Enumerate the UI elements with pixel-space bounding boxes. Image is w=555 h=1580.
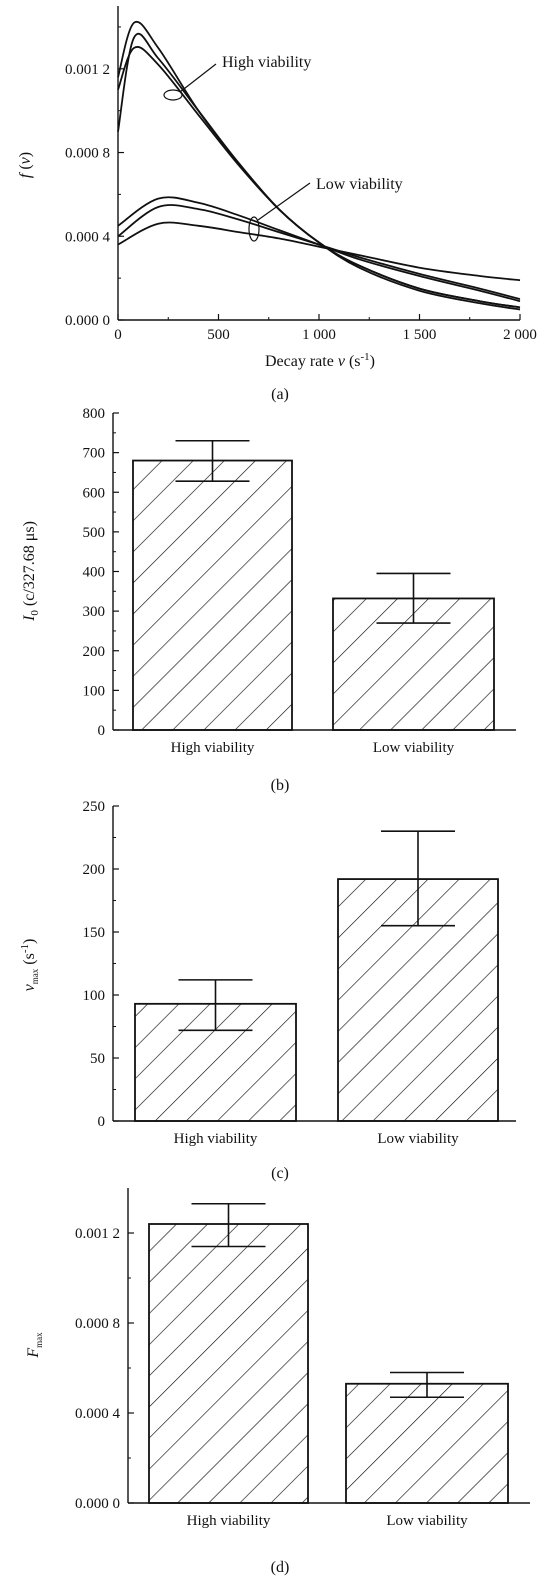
series-line-high-1 <box>117 32 521 311</box>
panel-caption: (a) <box>271 386 289 403</box>
y-tick-label: 800 <box>83 406 106 422</box>
series-line-low-4 <box>117 196 521 303</box>
panel-caption: (d) <box>271 1559 290 1576</box>
y-axis-label: vmax (s-1) <box>19 939 40 992</box>
bar-high-viability <box>148 1223 309 1504</box>
y-tick-label: 200 <box>83 644 106 660</box>
y-tick-label: 600 <box>83 485 106 501</box>
y-tick-label: 250 <box>83 799 106 815</box>
series-line-low-6 <box>117 221 521 282</box>
y-tick-label: 150 <box>83 925 106 941</box>
panel-b-bar-chart: 0 100 200 300 400 500 600 700 800 High viability L… <box>21 406 516 794</box>
y-tick-label: 700 <box>83 446 106 462</box>
x-tick-label: 2 000 <box>503 327 537 343</box>
y-tick-label: 0.001 2 <box>75 1226 120 1242</box>
category-label: High viability <box>171 740 255 756</box>
low-viability-callout-line <box>257 182 311 221</box>
high-viability-callout-line <box>179 63 217 93</box>
y-tick-label: 0.000 0 <box>65 313 110 329</box>
category-label: Low viability <box>386 1513 468 1529</box>
bar-low-viability <box>345 1382 509 1504</box>
y-tick-label: 200 <box>83 862 106 878</box>
x-tick-label: 1 000 <box>302 327 336 343</box>
category-label: High viability <box>187 1513 271 1529</box>
panel-d-bar-chart: 0.000 0 0.000 4 0.000 8 0.001 2 High viabili… <box>25 1188 530 1576</box>
y-tick-label: 100 <box>83 683 106 699</box>
y-tick-label: 50 <box>90 1051 105 1067</box>
series-line-low-5 <box>117 204 521 300</box>
series-line-high-3 <box>117 20 521 309</box>
y-tick-label: 300 <box>83 604 106 620</box>
y-tick-label: 500 <box>83 525 106 541</box>
bar-high-viability <box>132 459 293 731</box>
y-tick-label: 0.000 8 <box>65 146 110 162</box>
y-tick-label: 0 <box>98 1114 106 1130</box>
category-label: Low viability <box>377 1131 459 1147</box>
y-tick-label: 0.000 4 <box>65 229 111 245</box>
y-tick-label: 0.000 4 <box>75 1406 121 1422</box>
low-viability-annotation: Low viability <box>316 176 403 193</box>
y-tick-label: 0 <box>98 723 106 739</box>
category-label: Low viability <box>373 740 455 756</box>
category-label: High viability <box>174 1131 258 1147</box>
x-tick-label: 500 <box>207 327 230 343</box>
panel-caption: (c) <box>271 1165 289 1182</box>
panel-caption: (b) <box>271 777 290 794</box>
y-tick-label: 100 <box>83 988 106 1004</box>
y-axis-label: Fmax <box>25 1332 44 1359</box>
low-viability-callout-ellipse <box>248 216 260 242</box>
y-axis-label: f (v) <box>17 152 34 178</box>
x-tick-label: 0 <box>114 327 122 343</box>
y-tick-label: 0.000 0 <box>75 1496 120 1512</box>
panel-a-line-chart: 0 500 1 000 1 500 2 000 0.000 0 0.000 4 0.000 8… <box>17 6 537 403</box>
x-tick-label: 1 500 <box>403 327 437 343</box>
high-viability-annotation: High viability <box>222 54 311 71</box>
x-axis-label: Decay rate v (s-1) <box>265 351 375 370</box>
y-tick-label: 400 <box>83 565 106 581</box>
y-axis-label: I0 (c/327.68 μs) <box>21 521 41 622</box>
y-tick-label: 0.001 2 <box>65 62 110 78</box>
y-tick-label: 0.000 8 <box>75 1316 120 1332</box>
high-viability-callout-ellipse <box>163 89 183 101</box>
panel-c-bar-chart: 0 50 100 150 200 250 High viability Low viabili… <box>19 799 516 1182</box>
